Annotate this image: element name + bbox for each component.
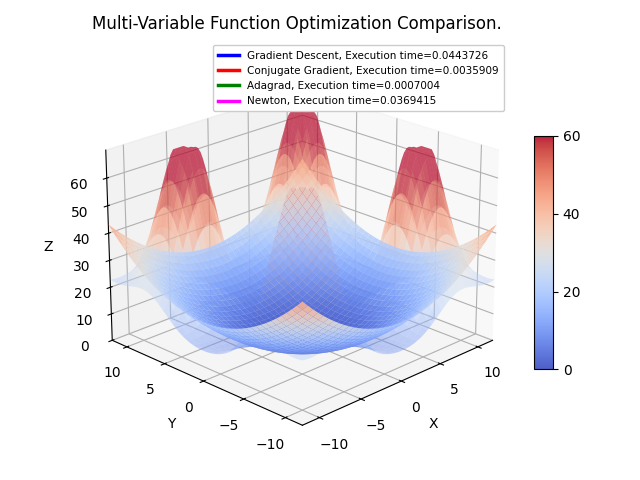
Legend: Gradient Descent, Execution time=0.0443726, Conjugate Gradient, Execution time=0: Gradient Descent, Execution time=0.04437… bbox=[212, 45, 504, 111]
Title: Multi-Variable Function Optimization Comparison.: Multi-Variable Function Optimization Com… bbox=[92, 15, 502, 33]
Y-axis label: Y: Y bbox=[168, 418, 176, 432]
X-axis label: X: X bbox=[429, 418, 438, 432]
